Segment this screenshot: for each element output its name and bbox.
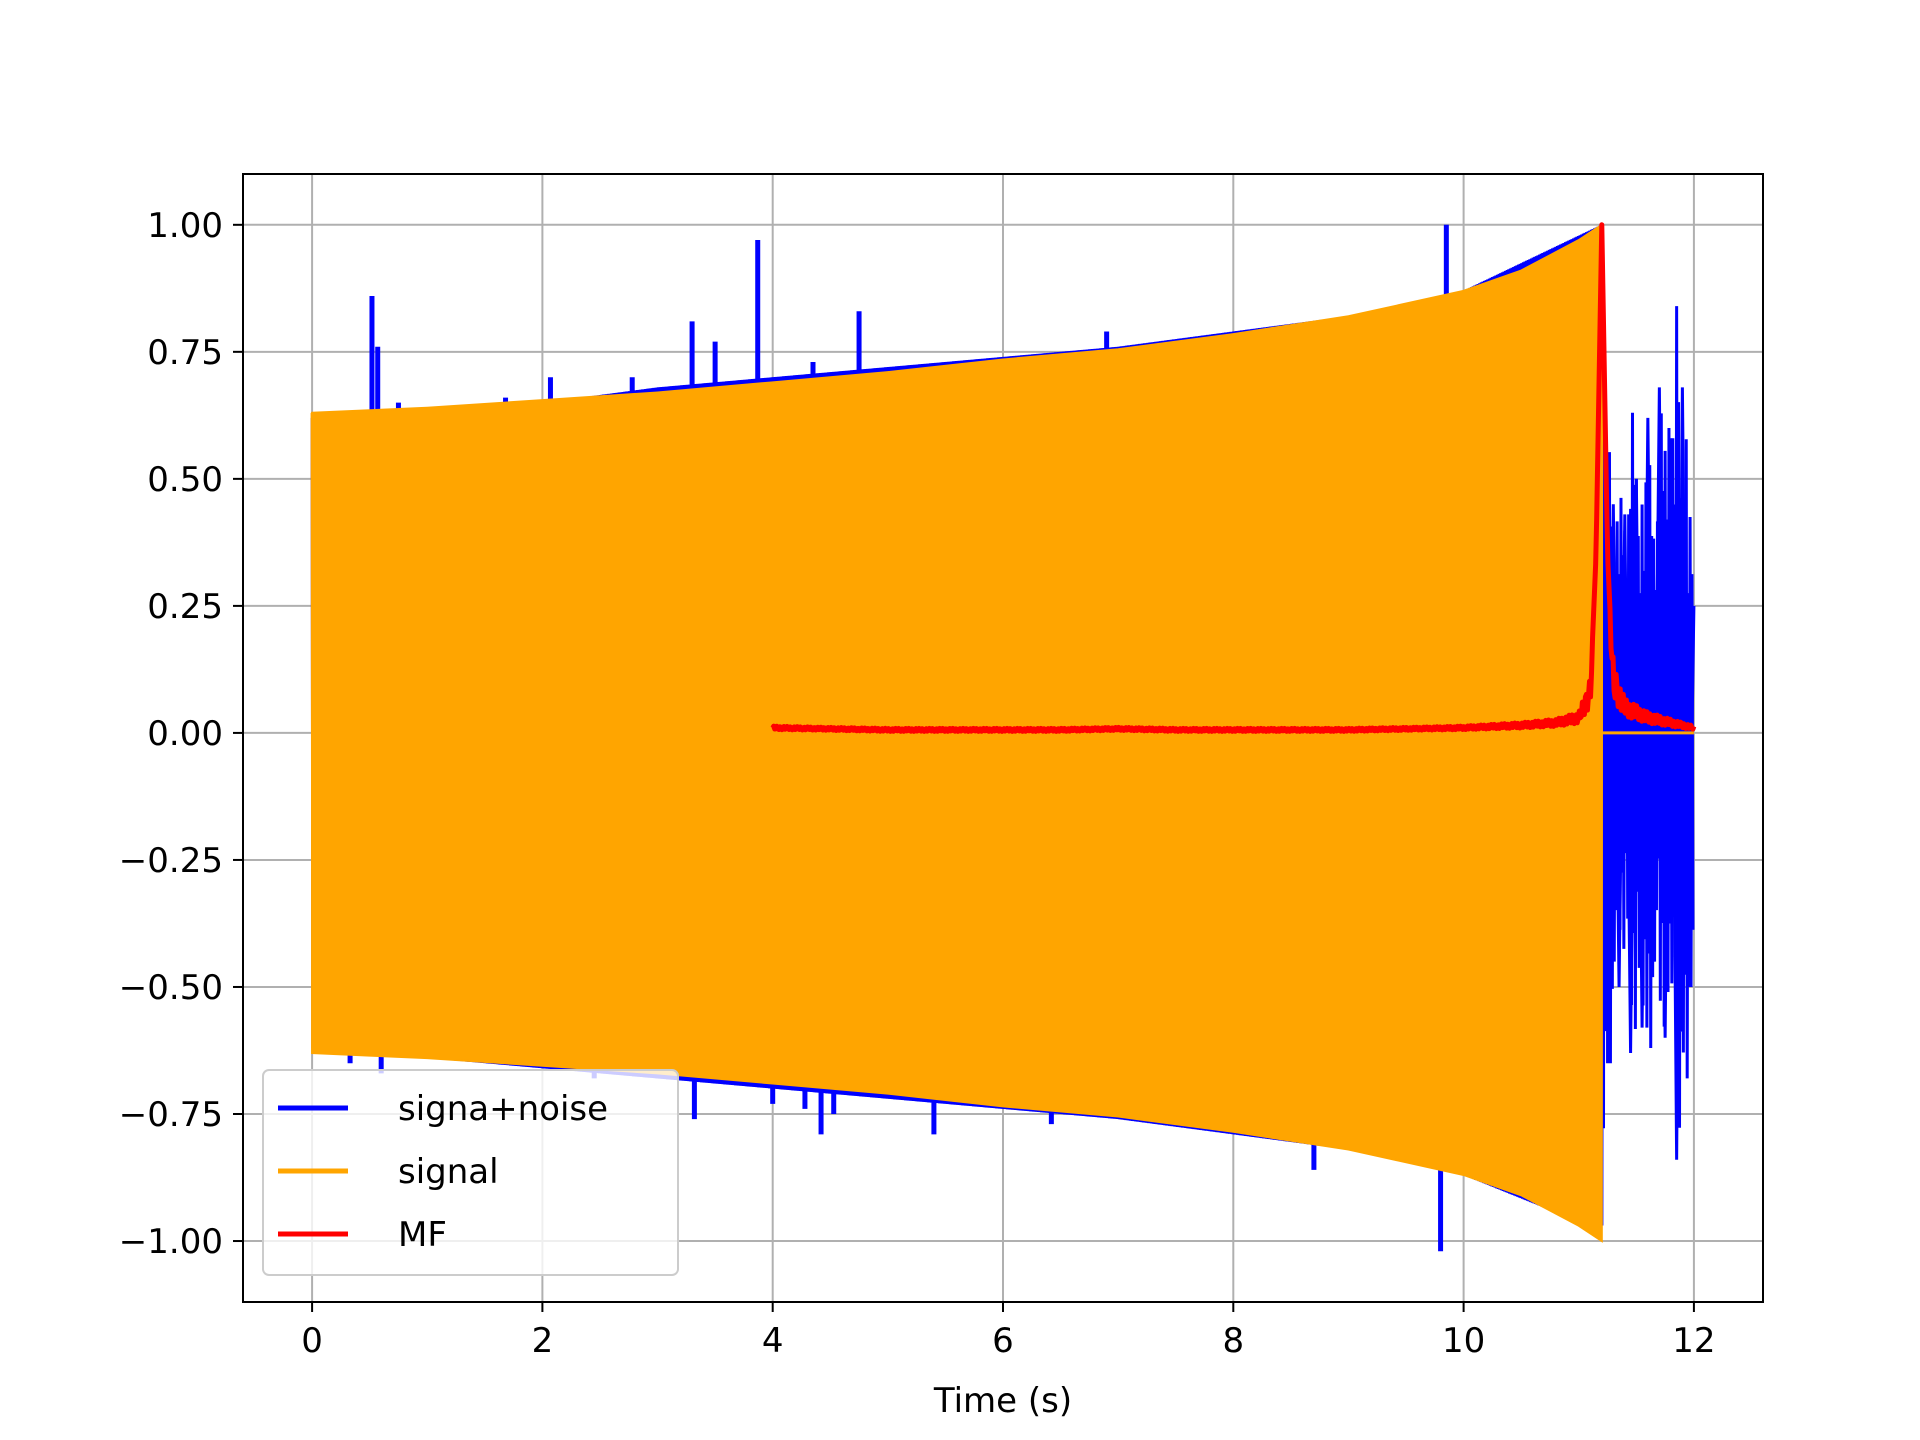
- x-axis-label: Time (s): [933, 1381, 1072, 1421]
- y-tick-label-2: 0.50: [147, 460, 223, 500]
- x-tick-label-5: 10: [1442, 1321, 1485, 1361]
- series-mf: [770, 222, 1697, 734]
- x-tick-label-1: 2: [532, 1321, 554, 1361]
- legend: signa+noise signal MF: [262, 1069, 679, 1276]
- mf-line: [770, 222, 1697, 734]
- legend-label-1: signal: [398, 1152, 499, 1192]
- legend-label-2: MF: [398, 1215, 447, 1255]
- y-tick-label-8: −1.00: [119, 1222, 223, 1262]
- y-tick-label-3: 0.25: [147, 587, 223, 627]
- x-tick-label-2: 4: [762, 1321, 784, 1361]
- signa-noise-tail: [1606, 306, 1695, 1128]
- x-tick-label-6: 12: [1672, 1321, 1715, 1361]
- x-tick-label-0: 0: [301, 1321, 323, 1361]
- x-tick-label-4: 8: [1222, 1321, 1244, 1361]
- y-tick-label-1: 0.75: [147, 333, 223, 373]
- y-tick-label-7: −0.75: [119, 1095, 223, 1135]
- y-tick-label-4: 0.00: [147, 714, 223, 754]
- y-tick-label-0: 1.00: [147, 206, 223, 246]
- y-tick-label-5: −0.25: [119, 841, 223, 881]
- ticks: 0 2 4 6 8 10 12 1.00 0.75 0.50 0.25 0.00 −0.25 −0.50 −…: [119, 206, 1716, 1361]
- legend-box: [262, 1069, 679, 1276]
- series-layer: [310, 222, 1697, 1252]
- legend-label-0: signa+noise: [398, 1089, 608, 1129]
- x-tick-label-3: 6: [992, 1321, 1014, 1361]
- y-tick-label-6: −0.50: [119, 968, 223, 1008]
